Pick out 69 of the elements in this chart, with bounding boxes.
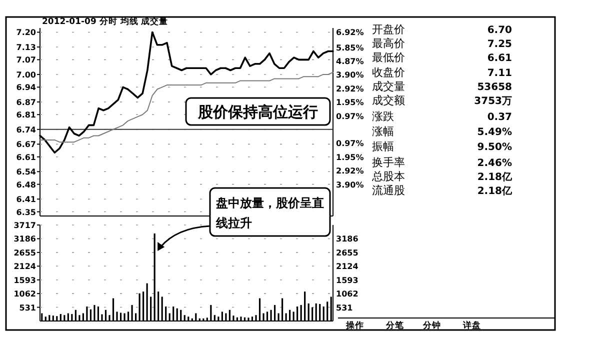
text: 6.70 xyxy=(487,25,512,36)
y2-tick-label: 2.92% xyxy=(336,166,364,176)
y2-tick-label: 1.95% xyxy=(336,98,364,108)
text: 7.25 xyxy=(487,39,512,50)
text: 0.37 xyxy=(487,112,512,123)
category-label: 涨跌 xyxy=(372,110,394,123)
y2-tick-label: 1.95% xyxy=(336,152,364,162)
category-label: 流通股 xyxy=(372,184,405,197)
text: 53658 xyxy=(477,82,512,93)
text: 2.18亿 xyxy=(477,186,512,197)
category-label: 最低价 xyxy=(372,51,405,64)
category-label: 最高价 xyxy=(372,37,405,50)
category-label: 总股本 xyxy=(371,170,405,183)
y-tick-label: 6.41 xyxy=(16,195,36,204)
y-tick-label: 6.81 xyxy=(16,110,36,120)
category-label: 换手率 xyxy=(372,156,405,169)
category-label: 成交额 xyxy=(372,94,405,107)
text: 6.61 xyxy=(487,53,512,64)
y2-tick-label: 2.92% xyxy=(336,84,364,94)
annotation: 盘中放量，股价呈直线拉升 xyxy=(215,196,324,230)
y2-tick-label: 5.85% xyxy=(336,43,364,52)
y2-tick-label: 3186 xyxy=(336,234,359,244)
y2-tick-label: 0.97% xyxy=(336,112,364,121)
y2-tick-label: 0.97% xyxy=(336,139,364,148)
y2-tick-label: 2124 xyxy=(336,262,359,272)
y2-tick-label: 4.87% xyxy=(336,57,364,66)
y-tick-label: 7.13 xyxy=(16,43,36,52)
text: 2.18亿 xyxy=(477,172,512,183)
y2-tick-label: 3.90% xyxy=(336,70,364,80)
y2-tick-label: 6.92% xyxy=(336,28,364,38)
y-tick-label: 6.48 xyxy=(16,180,36,190)
y-tick-label: 6.87 xyxy=(16,98,36,107)
y-tick-label: 2124 xyxy=(14,262,36,272)
text: 2.46% xyxy=(477,158,512,169)
y-tick-label: 3717 xyxy=(14,221,36,230)
y-tick-label: 3186 xyxy=(14,234,36,244)
category-label: 成交量 xyxy=(372,80,405,93)
category-label: 涨幅 xyxy=(372,125,394,138)
y-tick-label: 1062 xyxy=(14,290,36,299)
text: 5.49% xyxy=(477,127,512,138)
annotation: 股价保持高位运行 xyxy=(197,103,318,121)
text: 9.50% xyxy=(477,142,512,153)
text: 7.11 xyxy=(487,68,512,79)
category-label: 开盘价 xyxy=(372,23,405,36)
y-tick-label: 6.54 xyxy=(16,168,36,177)
category-label: 收盘价 xyxy=(372,66,405,79)
y-tick-label: 7.20 xyxy=(16,28,36,38)
y-tick-label: 531 xyxy=(19,303,36,312)
y2-tick-label: 1062 xyxy=(336,290,358,299)
text: 分钟 xyxy=(422,320,441,331)
y-tick-label: 1593 xyxy=(14,276,36,285)
y2-tick-label: 3.90% xyxy=(336,180,364,190)
y-tick-label: 6.61 xyxy=(16,152,36,162)
text: 3753万 xyxy=(474,96,512,107)
line-series xyxy=(40,72,334,143)
y-tick-label: 6.35 xyxy=(16,208,36,217)
text: 分笔 xyxy=(385,320,405,331)
y2-tick-label: 2655 xyxy=(336,248,359,258)
y-tick-label: 6.94 xyxy=(16,83,36,92)
category-label: 振幅 xyxy=(372,140,394,153)
text: 详盘 xyxy=(462,320,481,331)
y2-tick-label: 531 xyxy=(336,303,354,312)
y-tick-label: 2655 xyxy=(14,248,36,258)
y-tick-label: 7.07 xyxy=(16,56,36,65)
y-tick-label: 7.00 xyxy=(16,70,36,80)
y-tick-label: 6.67 xyxy=(16,140,36,150)
y-tick-label: 6.74 xyxy=(16,125,36,134)
y2-tick-label: 1593 xyxy=(336,276,358,285)
text: 操作 xyxy=(345,320,364,331)
